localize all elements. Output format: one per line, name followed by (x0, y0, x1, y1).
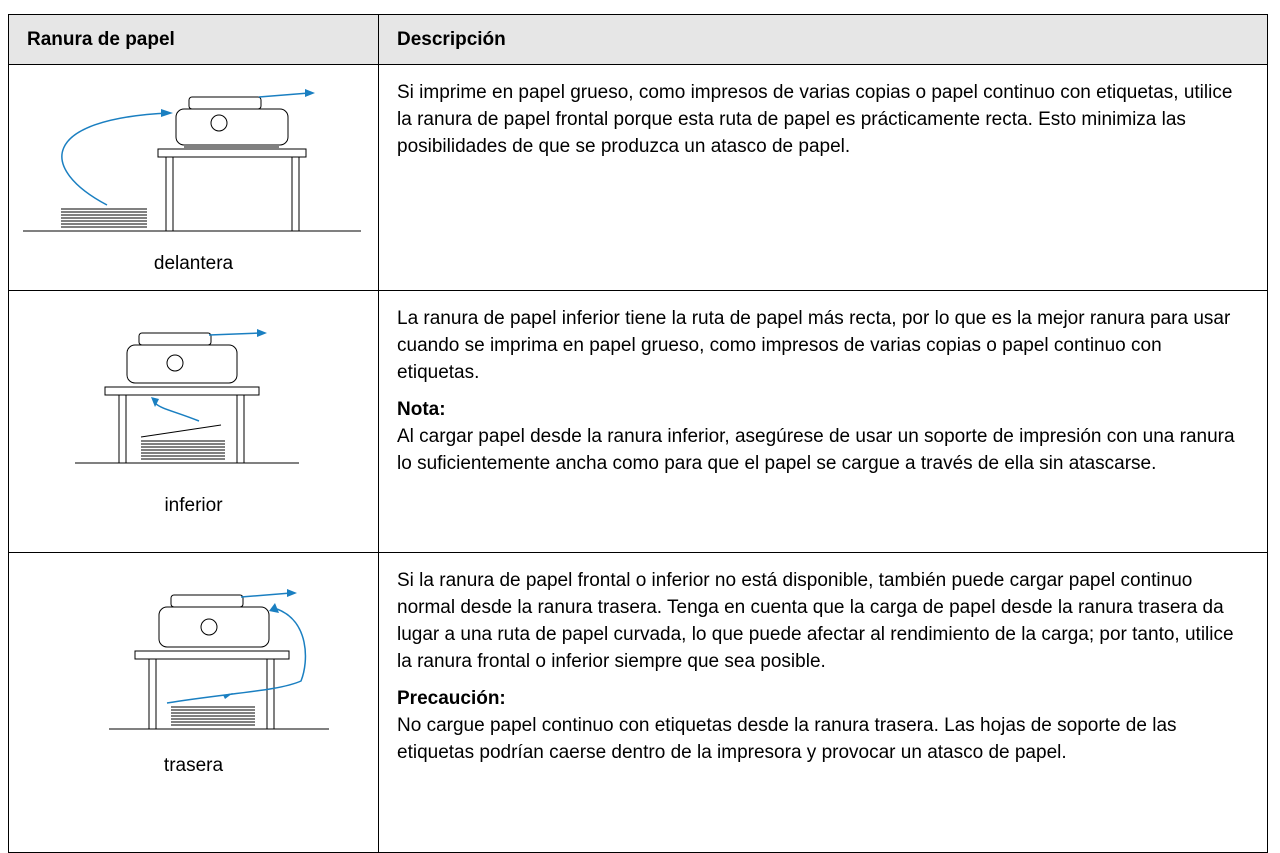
illustration-cell: trasera (8, 552, 379, 853)
illustration-cell: delantera (8, 64, 379, 291)
illustration (9, 589, 377, 756)
slot-caption: inferior (164, 495, 223, 516)
paragraph: Si la ranura de papel frontal o inferior… (397, 570, 1234, 672)
description-cell: La ranura de papel inferior tiene la rut… (378, 290, 1268, 553)
description-cell: Si la ranura de papel frontal o inferior… (378, 552, 1268, 853)
illustration (9, 89, 377, 249)
slot-table: Ranura de papel Descripción (8, 14, 1268, 853)
illustration-cell: inferior (8, 290, 379, 553)
row: delantera Si imprime en papel grueso, co… (8, 64, 1268, 291)
slot-caption: delantera (153, 253, 234, 274)
note-label: Nota: (397, 399, 446, 420)
caution-label: Precaución: (397, 688, 506, 709)
paragraph: La ranura de papel inferior tiene la rut… (397, 308, 1231, 383)
row: inferior La ranura de papel inferior tie… (8, 290, 1268, 553)
illustration (9, 329, 377, 496)
description-cell: Si imprime en papel grueso, como impreso… (378, 64, 1268, 291)
caution: Precaución: No cargue papel continuo con … (397, 685, 1249, 766)
caution-text: No cargue papel continuo con etiquetas d… (397, 715, 1177, 763)
note: Nota: Al cargar papel desde la ranura inf… (397, 396, 1249, 477)
paragraph: Si imprime en papel grueso, como impreso… (397, 82, 1233, 157)
header-cell: Descripción (378, 14, 1268, 65)
header-cell: Ranura de papel (8, 14, 379, 65)
note-text: Al cargar papel desde la ranura inferior… (397, 426, 1235, 474)
slot-caption: trasera (163, 755, 224, 776)
row: trasera Si la ranura de papel frontal o … (8, 552, 1268, 853)
header-row: Ranura de papel Descripción (8, 14, 1268, 65)
